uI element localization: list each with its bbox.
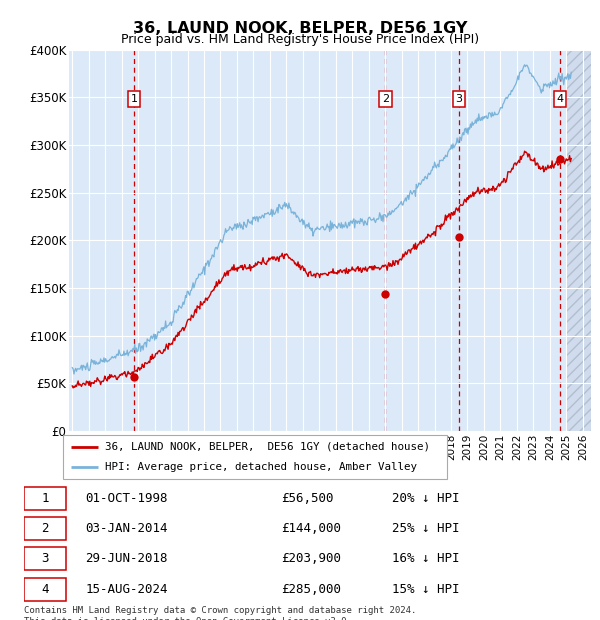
FancyBboxPatch shape bbox=[63, 435, 447, 479]
Text: 15% ↓ HPI: 15% ↓ HPI bbox=[392, 583, 460, 596]
Text: 3: 3 bbox=[41, 552, 49, 565]
Bar bbox=[567, 50, 591, 431]
Text: 2: 2 bbox=[41, 522, 49, 535]
Text: HPI: Average price, detached house, Amber Valley: HPI: Average price, detached house, Ambe… bbox=[105, 462, 417, 472]
Text: 16% ↓ HPI: 16% ↓ HPI bbox=[392, 552, 460, 565]
Text: 20% ↓ HPI: 20% ↓ HPI bbox=[392, 492, 460, 505]
Text: 36, LAUND NOOK, BELPER, DE56 1GY: 36, LAUND NOOK, BELPER, DE56 1GY bbox=[133, 21, 467, 36]
Text: Contains HM Land Registry data © Crown copyright and database right 2024.
This d: Contains HM Land Registry data © Crown c… bbox=[24, 606, 416, 620]
FancyBboxPatch shape bbox=[24, 578, 66, 601]
Bar bbox=[567, 50, 591, 431]
Text: Price paid vs. HM Land Registry's House Price Index (HPI): Price paid vs. HM Land Registry's House … bbox=[121, 33, 479, 46]
Text: 4: 4 bbox=[41, 583, 49, 596]
FancyBboxPatch shape bbox=[24, 517, 66, 540]
Text: 29-JUN-2018: 29-JUN-2018 bbox=[85, 552, 168, 565]
Text: 36, LAUND NOOK, BELPER,  DE56 1GY (detached house): 36, LAUND NOOK, BELPER, DE56 1GY (detach… bbox=[105, 442, 430, 452]
Text: 4: 4 bbox=[556, 94, 563, 104]
Text: 03-JAN-2014: 03-JAN-2014 bbox=[85, 522, 168, 535]
Text: £285,000: £285,000 bbox=[281, 583, 341, 596]
Text: 1: 1 bbox=[131, 94, 137, 104]
FancyBboxPatch shape bbox=[24, 547, 66, 570]
Text: 01-OCT-1998: 01-OCT-1998 bbox=[85, 492, 168, 505]
Text: 15-AUG-2024: 15-AUG-2024 bbox=[85, 583, 168, 596]
Text: 3: 3 bbox=[455, 94, 463, 104]
Text: £144,000: £144,000 bbox=[281, 522, 341, 535]
Text: 2: 2 bbox=[382, 94, 389, 104]
Text: £203,900: £203,900 bbox=[281, 552, 341, 565]
Text: 25% ↓ HPI: 25% ↓ HPI bbox=[392, 522, 460, 535]
Text: £56,500: £56,500 bbox=[281, 492, 333, 505]
Text: 1: 1 bbox=[41, 492, 49, 505]
FancyBboxPatch shape bbox=[24, 487, 66, 510]
